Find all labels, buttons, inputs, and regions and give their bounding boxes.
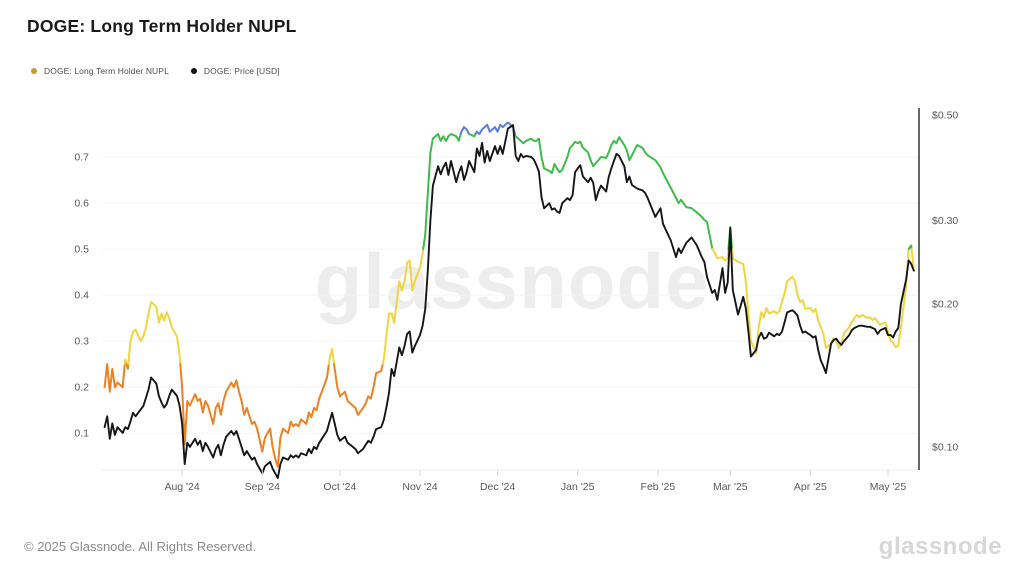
footer-copyright: © 2025 Glassnode. All Rights Reserved. bbox=[24, 539, 257, 554]
nupl-line-optimism-anxiety bbox=[327, 348, 336, 366]
nupl-line-belief-denial bbox=[468, 133, 477, 138]
nupl-line-belief-denial bbox=[422, 133, 462, 251]
right-axis-tick-label: $0.50 bbox=[932, 110, 958, 122]
x-tick-label: Jan '25 bbox=[561, 481, 595, 493]
nupl-line-hope-fear bbox=[179, 363, 330, 468]
chart-legend: DOGE: Long Term Holder NUPL DOGE: Price … bbox=[31, 66, 280, 76]
nupl-line-optimism-anxiety bbox=[127, 301, 182, 366]
left-axis-tick-label: 0.6 bbox=[74, 198, 89, 210]
x-tick-label: Dec '24 bbox=[480, 481, 515, 493]
nupl-line-optimism-anxiety bbox=[123, 358, 128, 366]
nupl-line-optimism-anxiety bbox=[711, 248, 730, 262]
x-tick-label: Oct '24 bbox=[323, 481, 356, 493]
nupl-line-optimism-anxiety bbox=[910, 248, 915, 271]
left-axis-tick-label: 0.5 bbox=[74, 244, 89, 256]
nupl-line-hope-fear bbox=[125, 363, 130, 370]
price-line bbox=[103, 124, 915, 479]
left-axis-tick-label: 0.1 bbox=[74, 428, 89, 440]
left-axis-tick-label: 0.4 bbox=[74, 290, 89, 302]
legend-item-nupl-label: DOGE: Long Term Holder NUPL bbox=[44, 66, 169, 76]
x-tick-label: May '25 bbox=[870, 481, 907, 493]
nupl-line-euphoria-greed bbox=[474, 121, 516, 135]
right-axis-tick-label: $0.10 bbox=[932, 441, 958, 453]
left-axis-tick-label: 0.3 bbox=[74, 336, 89, 348]
nupl-line-optimism-anxiety bbox=[381, 248, 425, 366]
right-axis-tick-label: $0.30 bbox=[932, 215, 958, 227]
x-tick-label: Sep '24 bbox=[245, 481, 280, 493]
legend-item-nupl[interactable]: DOGE: Long Term Holder NUPL bbox=[31, 66, 169, 76]
right-axis-tick-label: $0.20 bbox=[932, 299, 958, 311]
legend-item-price-label: DOGE: Price [USD] bbox=[203, 66, 280, 76]
nupl-line-hope-fear bbox=[333, 363, 384, 416]
left-axis-tick-label: 0.7 bbox=[74, 152, 89, 164]
price-legend-dot-icon bbox=[190, 68, 197, 74]
nupl-legend-dot-icon bbox=[31, 68, 37, 74]
nupl-line-hope-fear bbox=[103, 363, 126, 393]
glassnode-logo: glassnode bbox=[878, 533, 1002, 560]
nupl-line-optimism-anxiety bbox=[731, 248, 910, 355]
x-tick-label: Feb '25 bbox=[641, 481, 676, 493]
page-title: DOGE: Long Term Holder NUPL bbox=[27, 16, 297, 36]
nupl-line-euphoria-greed bbox=[459, 126, 471, 135]
legend-item-price[interactable]: DOGE: Price [USD] bbox=[190, 66, 280, 76]
left-axis-tick-label: 0.2 bbox=[74, 382, 89, 394]
x-tick-label: Mar '25 bbox=[713, 481, 748, 493]
nupl-line-belief-denial bbox=[514, 133, 714, 251]
x-tick-label: Nov '24 bbox=[402, 481, 437, 493]
x-tick-label: Apr '25 bbox=[794, 481, 827, 493]
x-tick-label: Aug '24 bbox=[164, 481, 199, 493]
glassnode-watermark: glassnode bbox=[314, 237, 710, 325]
nupl-line-belief-denial bbox=[907, 244, 913, 251]
